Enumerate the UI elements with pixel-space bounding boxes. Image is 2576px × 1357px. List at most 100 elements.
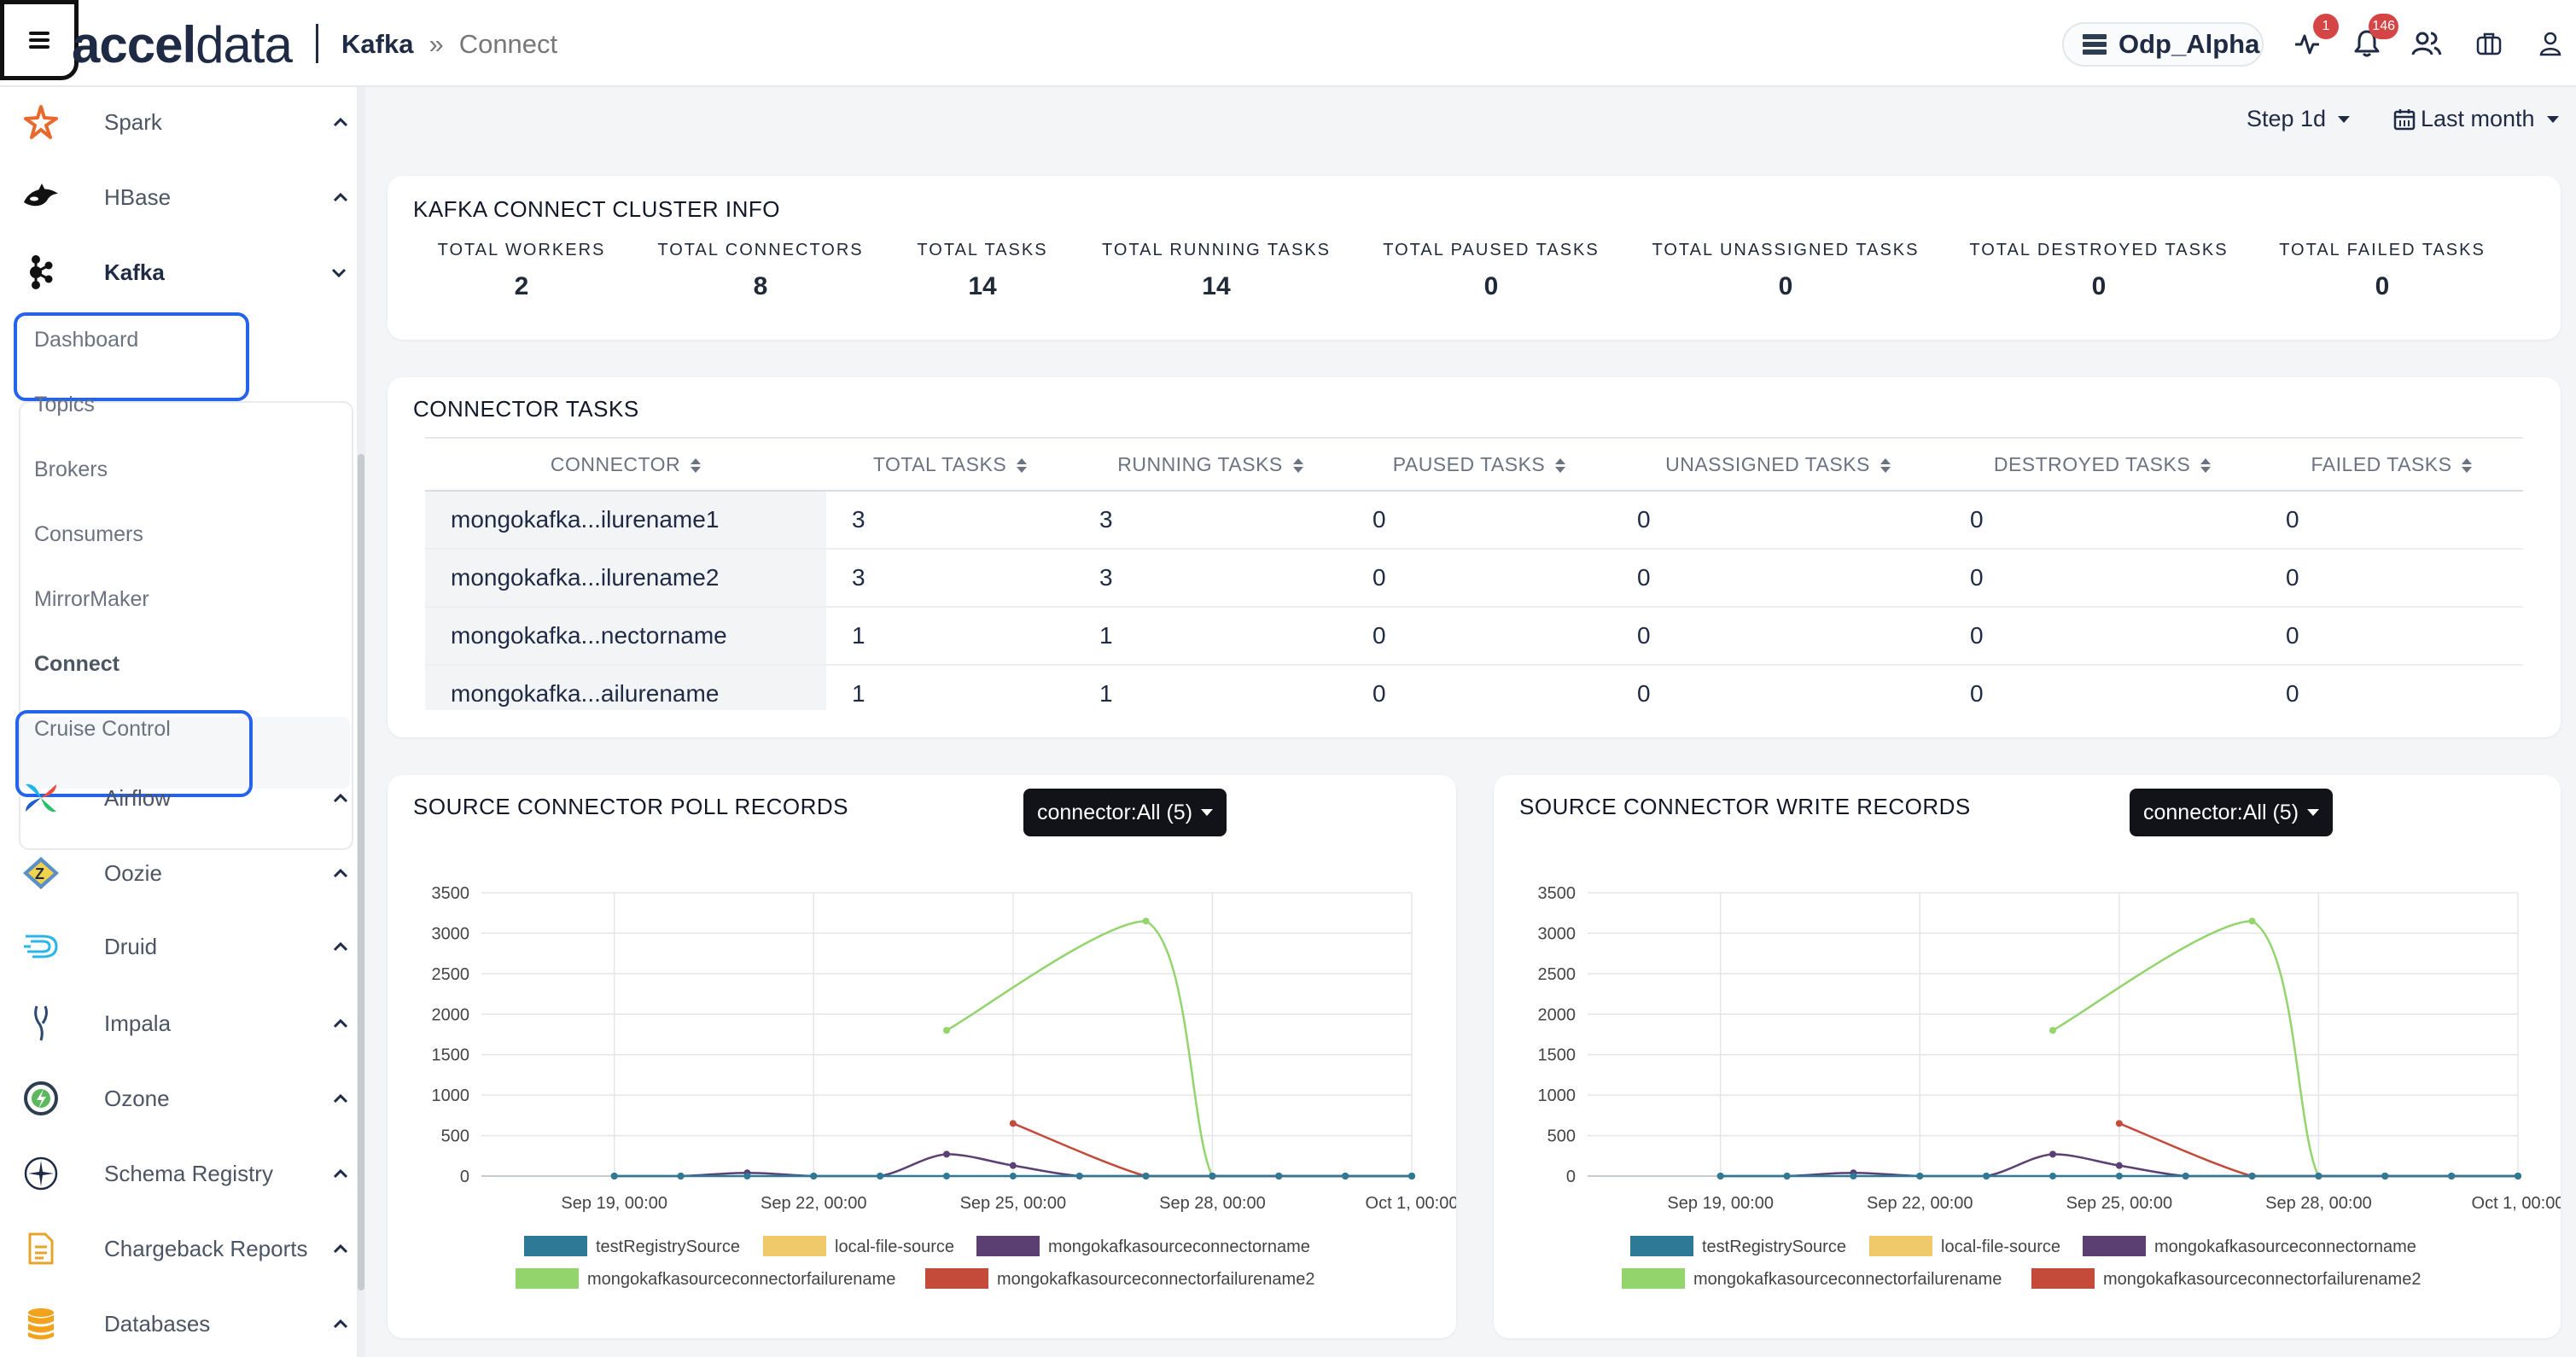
data-point bbox=[2315, 1173, 2322, 1179]
step-dropdown[interactable]: Step 1d bbox=[2247, 106, 2351, 132]
data-point bbox=[1142, 1173, 1150, 1179]
cell-running-tasks: 1 bbox=[1074, 665, 1347, 710]
submenu-mirrormaker[interactable]: MirrorMaker bbox=[34, 587, 149, 611]
y-tick-label: 1500 bbox=[432, 1046, 470, 1065]
col-connector[interactable]: CONNECTOR bbox=[425, 437, 826, 492]
write-connector-filter[interactable]: connector:All (5) bbox=[2130, 789, 2334, 836]
cell-running-tasks: 1 bbox=[1074, 607, 1347, 666]
activity-badge: 1 bbox=[2313, 14, 2339, 39]
col-failed-tasks[interactable]: FAILED TASKS bbox=[2260, 437, 2523, 492]
legend-label: mongokafkasourceconnectorfailurename bbox=[587, 1270, 895, 1289]
submenu-dashboard[interactable]: Dashboard bbox=[34, 328, 139, 352]
chevron-up-icon bbox=[328, 868, 353, 878]
x-tick-label: Sep 25, 00:00 bbox=[2066, 1194, 2173, 1213]
cell-connector[interactable]: mongokafka...ailurename bbox=[425, 665, 826, 710]
legend-swatch bbox=[1869, 1236, 1932, 1256]
chevron-up-icon bbox=[328, 1243, 353, 1254]
top-header: acceldata Kafka » Connect Odp_Alpha 1 146 bbox=[0, 0, 2576, 87]
col-unassigned-tasks[interactable]: UNASSIGNED TASKS bbox=[1611, 437, 1944, 492]
submenu-cruise-control[interactable]: Cruise Control bbox=[34, 717, 171, 741]
cell-connector[interactable]: mongokafka...nectorname bbox=[425, 607, 826, 666]
sidebar-item-druid[interactable]: Druid bbox=[20, 918, 353, 975]
sidebar-scroll-thumb[interactable] bbox=[358, 454, 364, 1290]
briefcase-icon bbox=[2476, 32, 2502, 55]
stat-total-tasks: TOTAL TASKS 14 bbox=[917, 241, 1048, 300]
breadcrumb-separator: » bbox=[428, 29, 444, 59]
profile-button[interactable] bbox=[2531, 24, 2570, 63]
data-point bbox=[1009, 1120, 1017, 1127]
legend-label: mongokafkasourceconnectorname bbox=[2154, 1238, 2416, 1256]
x-tick-label: Sep 25, 00:00 bbox=[960, 1194, 1067, 1213]
users-button[interactable] bbox=[2407, 24, 2446, 63]
chevron-up-icon bbox=[328, 1168, 353, 1179]
series-line bbox=[2052, 919, 2518, 1178]
breadcrumb-kafka[interactable]: Kafka bbox=[341, 29, 414, 59]
data-point bbox=[2381, 1173, 2389, 1179]
cell-destroyed-tasks: 0 bbox=[1944, 549, 2260, 608]
table-row[interactable]: mongokafka...ailurename 1 1 0 0 0 0 bbox=[425, 665, 2523, 710]
submenu-brokers[interactable]: Brokers bbox=[34, 457, 108, 481]
submenu-connect[interactable]: Connect bbox=[34, 652, 119, 676]
y-tick-label: 2500 bbox=[1538, 965, 1576, 984]
sidebar-item-ozone[interactable]: Ozone bbox=[20, 1070, 353, 1127]
sidebar-item-airflow[interactable]: Airflow bbox=[20, 770, 353, 826]
sidebar-item-hbase[interactable]: HBase bbox=[20, 169, 353, 225]
y-tick-label: 0 bbox=[1566, 1168, 1576, 1186]
legend-swatch bbox=[516, 1268, 579, 1289]
legend-swatch bbox=[2083, 1236, 2146, 1256]
sidebar-item-spark[interactable]: Spark bbox=[20, 94, 353, 150]
data-point bbox=[2248, 1173, 2256, 1179]
chevron-up-icon bbox=[328, 941, 353, 952]
sidebar-item-databases[interactable]: Databases bbox=[20, 1296, 353, 1352]
notifications-badge: 146 bbox=[2369, 14, 2398, 39]
cell-connector[interactable]: mongokafka...ilurename2 bbox=[425, 549, 826, 608]
data-point bbox=[2115, 1162, 2123, 1169]
cell-destroyed-tasks: 0 bbox=[1944, 607, 2260, 666]
caret-down-icon bbox=[2546, 115, 2559, 123]
sidebar-scrollbar[interactable] bbox=[357, 87, 365, 1357]
col-paused-tasks[interactable]: PAUSED TASKS bbox=[1347, 437, 1611, 492]
sidebar-item-kafka[interactable]: Kafka bbox=[20, 244, 353, 300]
cell-failed-tasks: 0 bbox=[2260, 549, 2523, 608]
cell-connector[interactable]: mongokafka...ilurename1 bbox=[425, 491, 826, 550]
data-point bbox=[2049, 1027, 2056, 1034]
apps-button[interactable] bbox=[2469, 24, 2509, 63]
activity-button[interactable]: 1 bbox=[2288, 14, 2339, 63]
document-icon bbox=[20, 1228, 61, 1269]
legend-label: mongokafkasourceconnectorname bbox=[1048, 1238, 1310, 1256]
legend-swatch bbox=[2031, 1268, 2095, 1289]
submenu-consumers[interactable]: Consumers bbox=[34, 522, 143, 546]
sort-icon bbox=[691, 457, 702, 473]
stat-total-connectors: TOTAL CONNECTORS 8 bbox=[657, 241, 864, 300]
col-destroyed-tasks[interactable]: DESTROYED TASKS bbox=[1944, 437, 2260, 492]
data-point bbox=[1850, 1173, 1857, 1179]
connect-active-bg bbox=[20, 717, 350, 789]
cluster-selector[interactable]: Odp_Alpha bbox=[2062, 22, 2264, 67]
col-total-tasks[interactable]: TOTAL TASKS bbox=[826, 437, 1074, 492]
sidebar-item-oozie[interactable]: Z Oozie bbox=[20, 845, 353, 901]
hbase-orca-icon bbox=[20, 177, 61, 218]
acceldata-logo[interactable]: acceldata bbox=[72, 16, 293, 73]
data-point bbox=[1783, 1173, 1791, 1179]
data-point bbox=[1209, 1173, 1216, 1179]
table-row[interactable]: mongokafka...ilurename2 3 3 0 0 0 0 bbox=[425, 549, 2523, 608]
hamburger-menu-button[interactable] bbox=[0, 0, 79, 80]
schema-registry-icon bbox=[20, 1153, 61, 1194]
write-records-card: SOURCE CONNECTOR WRITE RECORDS connector… bbox=[1494, 775, 2561, 1338]
date-range-dropdown[interactable]: Last month bbox=[2393, 106, 2559, 132]
cell-destroyed-tasks: 0 bbox=[1944, 665, 2260, 710]
sidebar-item-chargeback-reports[interactable]: Chargeback Reports bbox=[20, 1220, 353, 1277]
poll-connector-filter[interactable]: connector:All (5) bbox=[1023, 789, 1227, 836]
table-row[interactable]: mongokafka...nectorname 1 1 0 0 0 0 bbox=[425, 607, 2523, 666]
legend-label: local-file-source bbox=[835, 1238, 954, 1256]
submenu-topics[interactable]: Topics bbox=[34, 393, 95, 416]
legend-swatch bbox=[976, 1236, 1040, 1256]
sidebar-item-impala[interactable]: Impala bbox=[20, 995, 353, 1051]
table-row[interactable]: mongokafka...ilurename1 3 3 0 0 0 0 bbox=[425, 491, 2523, 550]
sidebar-item-schema-registry[interactable]: Schema Registry bbox=[20, 1145, 353, 1202]
connector-tasks-scroll[interactable]: CONNECTOR TOTAL TASKS RUNNING TASKS PAUS… bbox=[388, 377, 2561, 710]
notifications-button[interactable]: 146 bbox=[2347, 14, 2398, 63]
impala-icon bbox=[20, 1003, 61, 1044]
col-running-tasks[interactable]: RUNNING TASKS bbox=[1074, 437, 1347, 492]
cell-total-tasks: 1 bbox=[826, 665, 1074, 710]
